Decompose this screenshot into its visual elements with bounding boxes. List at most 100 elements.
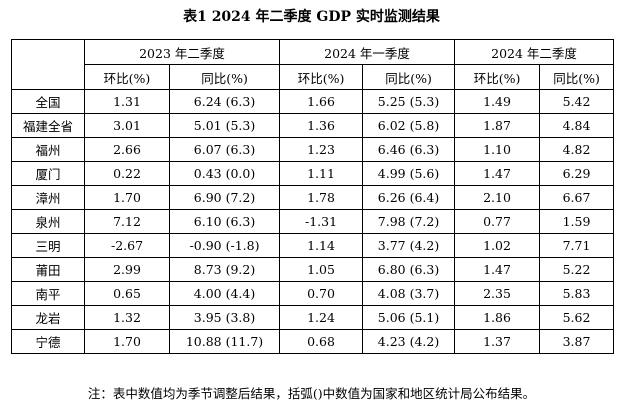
metric-header-row: 环比(%) 同比(%) 环比(%) 同比(%) 环比(%) 同比(%) [12,64,615,90]
value-cell: 1.47 [454,257,541,282]
table-row: 泉州 7.12 6.10 (6.3) -1.31 7.98 (7.2) 0.77 1.59 [11,209,615,234]
period-header: 2024 年二季度 [454,39,615,65]
value-cell: 1.11 [279,161,364,186]
value-cell: 0.65 [84,281,170,306]
value-cell: 6.26 (6.4) [362,185,456,210]
value-cell: -2.67 [84,233,170,258]
value-cell: 0.43 (0.0) [168,161,281,186]
region-cell: 泉州 [11,209,85,234]
value-cell: 1.36 [279,113,364,138]
region-cell: 全国 [11,89,85,114]
value-cell: 4.84 [539,113,615,138]
period-header-row: 2023 年二季度 2024 年一季度 2024 年二季度 [11,39,615,90]
value-cell: 2.10 [454,185,541,210]
table-title: 表1 2024 年二季度 GDP 实时监测结果 [183,9,440,25]
gdp-monitoring-table: 2023 年二季度 2024 年一季度 2024 年二季度 环比(%) 同比(%… [11,39,615,354]
value-cell: 6.46 (6.3) [362,137,456,162]
value-cell: 1.66 [279,89,364,114]
value-cell: 6.80 (6.3) [362,257,456,282]
value-cell: 1.32 [84,305,170,330]
table-row: 龙岩 1.32 3.95 (3.8) 1.24 5.06 (5.1) 1.86 5.62 [11,305,615,330]
value-cell: 0.70 [279,281,364,306]
value-cell: 1.87 [454,113,541,138]
table-row: 漳州 1.70 6.90 (7.2) 1.78 6.26 (6.4) 2.10 6.67 [11,185,615,210]
table-row: 全国 1.31 6.24 (6.3) 1.66 5.25 (5.3) 1.49 5.42 [11,89,615,114]
value-cell: 1.70 [84,329,170,354]
region-cell: 厦门 [11,161,85,186]
value-cell: 10.88 (11.7) [168,329,281,354]
table-footnote: 注：表中数值均为季节调整后结果，括弧()中数值为国家和地区统计局公布结果。 [87,386,536,401]
table-body: 全国 1.31 6.24 (6.3) 1.66 5.25 (5.3) 1.49 5.42 福… [11,89,615,354]
value-cell: 6.02 (5.8) [362,113,456,138]
region-cell: 南平 [11,281,85,306]
value-cell: 1.31 [84,89,170,114]
table-row: 三明 -2.67 -0.90 (-1.8) 1.14 3.77 (4.2) 1.02 7.7… [11,233,615,258]
value-cell: 1.49 [454,89,541,114]
value-cell: 0.77 [454,209,541,234]
value-cell: 1.24 [279,305,364,330]
value-cell: 3.87 [539,329,615,354]
corner-cell [11,39,85,90]
table-row: 福建全省 3.01 5.01 (5.3) 1.36 6.02 (5.8) 1.87 4.84 [11,113,615,138]
value-cell: 5.25 (5.3) [362,89,456,114]
value-cell: 7.12 [84,209,170,234]
value-cell: 3.01 [84,113,170,138]
value-cell: 1.59 [539,209,615,234]
metric-header-yoy: 同比(%) [362,64,456,90]
value-cell: -0.90 (-1.8) [168,233,281,258]
region-cell: 漳州 [11,185,85,210]
table-row: 福州 2.66 6.07 (6.3) 1.23 6.46 (6.3) 1.10 4.82 [11,137,615,162]
value-cell: 5.06 (5.1) [362,305,456,330]
value-cell: 1.23 [279,137,364,162]
metric-header-yoy: 同比(%) [539,64,615,90]
region-cell: 福州 [11,137,85,162]
value-cell: 1.86 [454,305,541,330]
value-cell: 5.42 [539,89,615,114]
value-cell: 4.82 [539,137,615,162]
table-row: 莆田 2.99 8.73 (9.2) 1.05 6.80 (6.3) 1.47 5.22 [11,257,615,282]
value-cell: -1.31 [279,209,364,234]
value-cell: 5.01 (5.3) [168,113,281,138]
table-row: 南平 0.65 4.00 (4.4) 0.70 4.08 (3.7) 2.35 5.83 [11,281,615,306]
value-cell: 7.98 (7.2) [362,209,456,234]
value-cell: 1.05 [279,257,364,282]
metric-header-qoq: 环比(%) [279,64,364,90]
value-cell: 1.37 [454,329,541,354]
value-cell: 1.14 [279,233,364,258]
value-cell: 3.95 (3.8) [168,305,281,330]
value-cell: 6.90 (7.2) [168,185,281,210]
value-cell: 1.02 [454,233,541,258]
value-cell: 6.10 (6.3) [168,209,281,234]
table-row: 厦门 0.22 0.43 (0.0) 1.11 4.99 (5.6) 1.47 6.29 [11,161,615,186]
region-cell: 三明 [11,233,85,258]
period-header: 2023 年二季度 [83,39,281,65]
value-cell: 1.47 [454,161,541,186]
value-cell: 1.10 [454,137,541,162]
value-cell: 4.23 (4.2) [362,329,456,354]
value-cell: 1.70 [84,185,170,210]
value-cell: 0.68 [279,329,364,354]
value-cell: 5.22 [539,257,615,282]
region-cell: 福建全省 [11,113,85,138]
value-cell: 5.83 [539,281,615,306]
region-cell: 莆田 [11,257,85,282]
metric-header-yoy: 同比(%) [168,64,281,90]
value-cell: 1.78 [279,185,364,210]
value-cell: 2.66 [84,137,170,162]
value-cell: 6.67 [539,185,615,210]
value-cell: 4.00 (4.4) [168,281,281,306]
value-cell: 6.29 [539,161,615,186]
value-cell: 8.73 (9.2) [168,257,281,282]
value-cell: 6.24 (6.3) [168,89,281,114]
table-row: 宁德 1.70 10.88 (11.7) 0.68 4.23 (4.2) 1.37 3.87 [11,329,615,354]
value-cell: 2.35 [454,281,541,306]
value-cell: 3.77 (4.2) [362,233,456,258]
region-cell: 龙岩 [11,305,85,330]
value-cell: 5.62 [539,305,615,330]
value-cell: 2.99 [84,257,170,282]
metric-header-qoq: 环比(%) [454,64,541,90]
value-cell: 0.22 [84,161,170,186]
period-header: 2024 年一季度 [279,39,456,65]
region-cell: 宁德 [11,329,85,354]
metric-header-qoq: 环比(%) [84,64,170,90]
